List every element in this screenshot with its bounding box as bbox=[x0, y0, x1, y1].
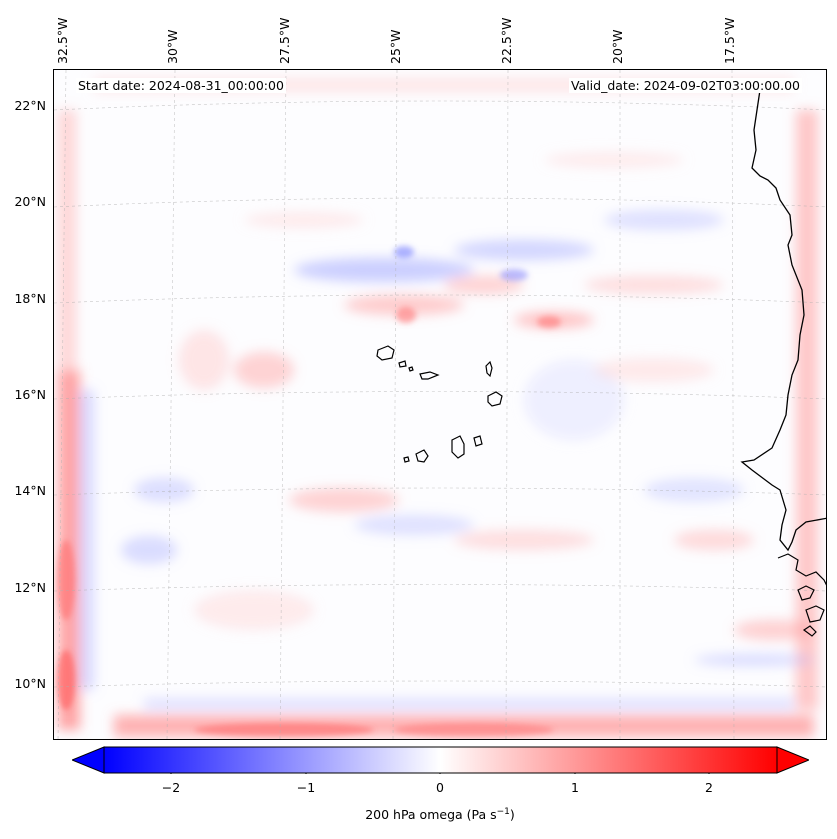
graticule bbox=[54, 70, 826, 739]
cape-verde-islands bbox=[376, 345, 503, 463]
lat-label-20n: 20°N bbox=[14, 194, 46, 209]
lon-label-30w: 30°W bbox=[165, 29, 180, 64]
lon-label-27-5w: 27.5°W bbox=[277, 17, 292, 64]
lon-label-20w: 20°W bbox=[610, 29, 625, 64]
colorbar-body bbox=[103, 746, 778, 774]
colorbar-label-end: ) bbox=[509, 807, 515, 823]
colorbar-tick-marks bbox=[170, 773, 710, 774]
valid-date-label: Valid_date: 2024-09-02T03:00:00.00 bbox=[568, 78, 802, 93]
colorbar-extend-high bbox=[776, 746, 809, 774]
colorbar-label-sup: −1 bbox=[496, 807, 510, 817]
lat-label-18n: 18°N bbox=[14, 291, 46, 306]
island-santo-antao bbox=[376, 345, 395, 361]
lon-label-17-5w: 17.5°W bbox=[722, 17, 737, 64]
colorbar-tick-minus2: −2 bbox=[161, 780, 181, 795]
colorbar-label: 200 hPa omega (Pa s−1) bbox=[0, 807, 837, 822]
omega-field-shading bbox=[58, 78, 818, 737]
lon-label-32-5w: 32.5°W bbox=[55, 17, 70, 64]
colorbar-label-main: 200 hPa omega (Pa s bbox=[365, 807, 497, 823]
colorbar-tick-2: 2 bbox=[705, 780, 713, 795]
island-santa-luzia bbox=[408, 366, 414, 372]
colorbar-extend-low bbox=[72, 746, 105, 774]
coastline-west-africa bbox=[740, 89, 826, 552]
lon-label-25w: 25°W bbox=[388, 29, 403, 64]
colorbar-tick-minus1: −1 bbox=[296, 780, 316, 795]
omega-field-detail bbox=[57, 246, 561, 737]
colorbar-tick-0: 0 bbox=[436, 780, 444, 795]
lat-label-10n: 10°N bbox=[14, 676, 46, 691]
colorbar bbox=[72, 746, 809, 774]
colorbar-tick-1: 1 bbox=[571, 780, 579, 795]
island-sao-vicente bbox=[398, 360, 407, 368]
island-fogo bbox=[415, 449, 429, 463]
island-santiago bbox=[451, 435, 465, 459]
island-sao-nicolau bbox=[419, 371, 440, 380]
island-boa-vista bbox=[487, 391, 503, 407]
island-maio bbox=[473, 435, 483, 447]
island-sal bbox=[485, 360, 493, 378]
lat-label-12n: 12°N bbox=[14, 580, 46, 595]
lat-label-16n: 16°N bbox=[14, 387, 46, 402]
lat-label-14n: 14°N bbox=[14, 483, 46, 498]
island-brava bbox=[403, 456, 410, 463]
lat-label-22n: 22°N bbox=[14, 98, 46, 113]
lon-label-22-5w: 22.5°W bbox=[499, 17, 514, 64]
omega-field-map bbox=[54, 70, 826, 739]
map-panel bbox=[53, 69, 827, 740]
coastline-islands-bissau bbox=[777, 553, 826, 637]
start-date-label: Start date: 2024-08-31_00:00:00 bbox=[76, 78, 286, 93]
